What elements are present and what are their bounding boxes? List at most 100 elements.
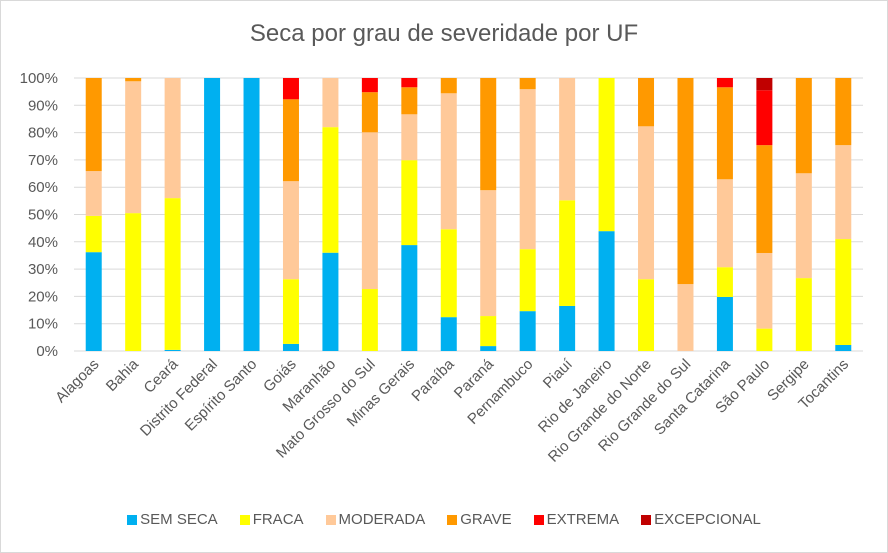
bar-segment-grave — [756, 145, 773, 253]
bar-segment-sem-seca — [480, 346, 497, 351]
bar-segment-grave — [519, 78, 536, 90]
bar-segment-grave — [677, 78, 694, 285]
bar-segment-moderada — [322, 78, 339, 128]
bar-segment-moderada — [401, 114, 418, 161]
legend-label: SEM SECA — [140, 511, 218, 528]
bar-segment-moderada — [164, 78, 181, 199]
bar-segment-grave — [85, 78, 102, 172]
legend-label: EXTREMA — [546, 511, 620, 528]
chart-title: Seca por grau de severidade por UF — [249, 20, 639, 47]
legend-swatch — [641, 514, 652, 525]
bar-stack — [282, 78, 299, 351]
bar-segment-moderada — [756, 252, 773, 329]
bar-segment-moderada — [795, 173, 812, 279]
bar-segment-moderada — [519, 89, 536, 250]
bar-segment-grave — [361, 92, 378, 133]
bar-segment-grave — [440, 78, 457, 94]
legend-swatch — [533, 514, 544, 525]
bar-segment-extrema — [756, 90, 773, 146]
bar-segment-fraca — [164, 198, 181, 350]
bar-segment-grave — [716, 87, 733, 180]
bar-stack — [677, 78, 694, 351]
bar-stack — [559, 78, 576, 351]
y-tick-label: 100% — [20, 70, 58, 87]
bar-segment-fraca — [559, 200, 576, 306]
x-tick-label: Alagoas — [52, 356, 102, 406]
bar-segment-fraca — [322, 127, 339, 253]
y-tick-label: 40% — [28, 234, 58, 251]
bar-segment-grave — [480, 78, 497, 191]
y-tick-label: 50% — [28, 207, 58, 224]
y-tick-label: 80% — [28, 125, 58, 142]
bar-segment-grave — [795, 78, 812, 174]
bar-stack — [480, 78, 497, 351]
bar-segment-sem-seca — [322, 252, 339, 351]
bar-segment-sem-seca — [559, 305, 576, 351]
bar-segment-grave — [835, 78, 852, 146]
legend-item: MODERADA — [325, 511, 426, 528]
bar-segment-grave — [282, 99, 299, 182]
bar-segment-fraca — [401, 160, 418, 246]
bar-segment-fraca — [638, 279, 655, 351]
bar-segment-moderada — [440, 93, 457, 230]
bar-segment-moderada — [480, 190, 497, 317]
bar-segment-sem-seca — [519, 311, 536, 351]
bar-segment-extrema — [401, 78, 418, 88]
bar-segment-grave — [401, 87, 418, 115]
bar-segment-sem-seca — [164, 349, 181, 351]
bar-segment-sem-seca — [243, 78, 260, 351]
legend-label: GRAVE — [460, 511, 512, 528]
bar-segment-extrema — [361, 78, 378, 93]
legend: SEM SECA FRACA MODERADA GRAVE EXTREMA EXCEPCI… — [0, 511, 888, 528]
bar-segment-sem-seca — [401, 245, 418, 351]
y-tick-label: 60% — [28, 179, 58, 196]
bar-stack — [638, 78, 655, 351]
bar-stack — [125, 78, 142, 351]
bar-segment-moderada — [125, 81, 142, 214]
bar-stack — [519, 78, 536, 351]
bar-segment-sem-seca — [85, 252, 102, 351]
legend-label: EXCEPCIONAL — [654, 511, 761, 528]
legend-item: GRAVE — [447, 511, 512, 528]
legend-swatch — [239, 514, 250, 525]
y-tick-label: 20% — [28, 288, 58, 305]
bar-segment-moderada — [638, 126, 655, 280]
legend-swatch — [325, 514, 336, 525]
bar-segment-fraca — [282, 279, 299, 344]
bar-segment-grave — [638, 78, 655, 127]
legend-swatch — [447, 514, 458, 525]
x-tick-label: Piauí — [540, 355, 577, 392]
legend-swatch — [127, 514, 138, 525]
bar-segment-fraca — [716, 267, 733, 297]
bar-segment-moderada — [677, 284, 694, 351]
bar-segment-extrema — [282, 78, 299, 100]
bar-stack — [440, 78, 457, 351]
bar-segment-fraca — [480, 316, 497, 347]
bar-stack — [716, 78, 733, 351]
bar-stack — [795, 78, 812, 351]
y-tick-label: 70% — [28, 152, 58, 169]
bar-stack — [598, 78, 615, 351]
legend-label: MODERADA — [338, 511, 426, 528]
bar-segment-fraca — [598, 78, 615, 232]
legend-label: FRACA — [252, 511, 304, 528]
bar-segment-sem-seca — [716, 296, 733, 351]
bar-segment-sem-seca — [835, 344, 852, 351]
bar-segment-fraca — [835, 239, 852, 345]
bar-stack — [835, 78, 852, 351]
y-tick-label: 90% — [28, 97, 58, 114]
bar-stack — [243, 78, 260, 351]
y-tick-label: 10% — [28, 316, 58, 333]
bar-stack — [401, 78, 418, 351]
x-tick-label: Bahia — [103, 355, 143, 395]
bar-segment-extrema — [716, 78, 733, 88]
bar-stack — [756, 78, 773, 351]
bar-segment-fraca — [125, 213, 142, 351]
bar-segment-fraca — [361, 289, 378, 351]
bar-segment-fraca — [440, 229, 457, 318]
bar-segment-sem-seca — [440, 317, 457, 351]
bar-segment-sem-seca — [204, 78, 221, 351]
bar-segment-moderada — [716, 179, 733, 268]
y-tick-label: 30% — [28, 261, 58, 278]
